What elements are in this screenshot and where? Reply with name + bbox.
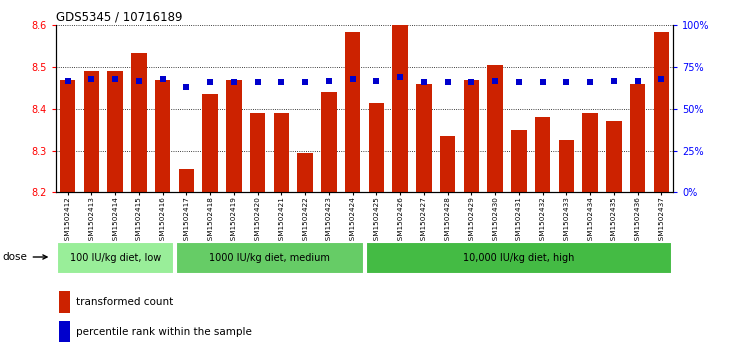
Bar [440, 136, 455, 192]
Text: percentile rank within the sample: percentile rank within the sample [76, 327, 251, 337]
Text: GDS5345 / 10716189: GDS5345 / 10716189 [56, 11, 182, 24]
FancyBboxPatch shape [365, 242, 673, 274]
Bar [226, 79, 242, 192]
Bar [654, 32, 669, 192]
Bar [155, 79, 170, 192]
Bar [321, 92, 336, 192]
Text: 100 IU/kg diet, low: 100 IU/kg diet, low [69, 253, 161, 263]
Text: dose: dose [3, 252, 47, 262]
Bar [59, 291, 70, 313]
Bar [464, 79, 479, 192]
Bar [179, 170, 194, 192]
Bar [606, 121, 622, 192]
Bar [298, 153, 313, 192]
Bar [511, 130, 527, 192]
Bar [60, 79, 75, 192]
Bar [559, 140, 574, 192]
Bar [583, 113, 598, 192]
Bar [393, 23, 408, 192]
FancyBboxPatch shape [57, 242, 173, 274]
FancyBboxPatch shape [176, 242, 364, 274]
Bar [84, 71, 99, 192]
Bar [202, 94, 218, 192]
Bar [630, 84, 645, 192]
Bar [535, 117, 551, 192]
Bar [487, 65, 503, 192]
Text: 1000 IU/kg diet, medium: 1000 IU/kg diet, medium [209, 253, 330, 263]
Bar [59, 321, 70, 342]
Bar [369, 103, 384, 192]
Bar [345, 32, 360, 192]
Text: transformed count: transformed count [76, 297, 173, 307]
Bar [274, 113, 289, 192]
Text: 10,000 IU/kg diet, high: 10,000 IU/kg diet, high [464, 253, 574, 263]
Bar [416, 84, 432, 192]
Bar [107, 71, 123, 192]
Bar [250, 113, 266, 192]
Bar [131, 53, 147, 192]
